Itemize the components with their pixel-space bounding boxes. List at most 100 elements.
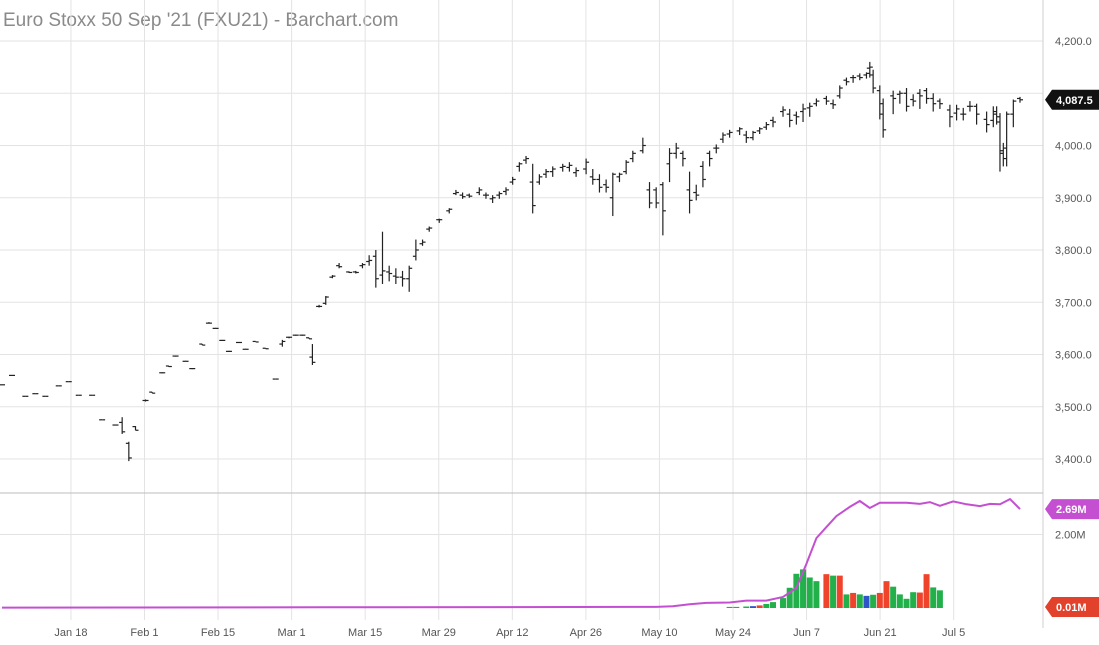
ohlc-bar bbox=[1003, 111, 1010, 167]
ohlc-bar bbox=[359, 263, 366, 269]
ohlc-bar bbox=[125, 441, 132, 462]
ohlc-bar bbox=[780, 106, 787, 117]
volume-bar bbox=[843, 594, 850, 608]
volume-bar bbox=[823, 574, 830, 608]
ohlc-bar bbox=[159, 372, 166, 374]
y-tick-label: 3,500.0 bbox=[1055, 402, 1092, 414]
ohlc-bar bbox=[823, 95, 830, 105]
open-interest-line bbox=[1, 497, 1021, 609]
ohlc-bar bbox=[452, 189, 459, 196]
ohlc-bar bbox=[459, 192, 466, 199]
open-interest-tag: 2.69M bbox=[1045, 499, 1099, 520]
ohlc-bar bbox=[242, 348, 249, 350]
ohlc-bar bbox=[946, 104, 953, 128]
ohlc-bar bbox=[876, 85, 883, 120]
ohlc-bar bbox=[983, 111, 990, 133]
last-price-tag: 4,087.5 bbox=[1045, 89, 1099, 110]
ohlc-bar bbox=[502, 187, 509, 196]
x-tick-label: Feb 15 bbox=[201, 627, 235, 639]
ohlc-bar bbox=[713, 144, 720, 154]
y-tick-label: 3,700.0 bbox=[1055, 297, 1092, 309]
volume-bar bbox=[883, 581, 890, 608]
volume-bar bbox=[936, 590, 943, 608]
ohlc-bar bbox=[316, 304, 323, 308]
ohlc-bar bbox=[235, 341, 242, 344]
ohlc-bar bbox=[346, 271, 353, 274]
ohlc-bar bbox=[653, 187, 660, 209]
ohlc-bar bbox=[489, 195, 496, 203]
ohlc-bar bbox=[299, 334, 306, 336]
ohlc-bar bbox=[629, 150, 636, 163]
ohlc-bar bbox=[336, 263, 343, 269]
ohlc-bar bbox=[419, 239, 426, 246]
ohlc-bar bbox=[856, 73, 863, 81]
x-tick-label: May 10 bbox=[641, 627, 677, 639]
volume-bar bbox=[903, 598, 910, 608]
ohlc-bar bbox=[719, 132, 726, 143]
ohlc-bar bbox=[800, 103, 807, 122]
ohlc-bar bbox=[686, 171, 693, 214]
grid-lines bbox=[0, 0, 1044, 628]
ohlc-bar bbox=[973, 103, 980, 125]
y-tick-label: 3,600.0 bbox=[1055, 350, 1092, 362]
volume-bar bbox=[916, 592, 923, 608]
y-tick-label: 4,000.0 bbox=[1055, 141, 1092, 153]
ohlc-bar bbox=[392, 268, 399, 284]
ohlc-bar bbox=[1010, 99, 1017, 128]
volume-bar bbox=[830, 575, 837, 608]
ohlc-bar bbox=[1000, 142, 1007, 167]
ohlc-bar bbox=[866, 61, 873, 78]
ohlc-bar bbox=[509, 176, 516, 185]
ohlc-bar bbox=[639, 137, 646, 154]
ohlc-bar bbox=[225, 350, 232, 352]
ohlc-bar bbox=[896, 90, 903, 104]
last-price-tag-shape bbox=[1045, 89, 1099, 110]
ohlc-bar bbox=[165, 365, 172, 368]
volume-bars bbox=[726, 569, 943, 608]
ohlc-bar bbox=[623, 160, 630, 175]
volume-bar bbox=[910, 592, 917, 608]
ohlc-bar bbox=[386, 265, 393, 282]
ohlc-bar bbox=[549, 166, 556, 177]
ohlc-bar bbox=[910, 94, 917, 107]
ohlc-bar bbox=[426, 226, 433, 232]
ohlc-bar bbox=[252, 340, 259, 343]
ohlc-bar bbox=[836, 85, 843, 99]
volume-bar bbox=[813, 581, 820, 608]
ohlc-bar bbox=[706, 150, 713, 167]
volume-bar bbox=[780, 598, 787, 608]
ohlc-bar bbox=[205, 322, 212, 324]
ohlc-bar bbox=[890, 90, 897, 115]
ohlc-bar bbox=[673, 142, 680, 159]
ohlc-bar bbox=[679, 150, 686, 167]
y-tick-label: 3,400.0 bbox=[1055, 454, 1092, 466]
ohlc-bar bbox=[436, 218, 443, 223]
ohlc-bar bbox=[496, 191, 503, 199]
ohlc-bar bbox=[559, 163, 566, 172]
ohlc-bar bbox=[306, 337, 313, 340]
ohlc-bar bbox=[786, 108, 793, 128]
ohlc-bar bbox=[936, 98, 943, 109]
ohlc-bar bbox=[543, 169, 550, 178]
ohlc-bar bbox=[262, 347, 269, 350]
ohlc-bar bbox=[529, 163, 536, 214]
ohlc-bar bbox=[930, 93, 937, 112]
x-tick-label: Mar 29 bbox=[422, 627, 456, 639]
ohlc-bar bbox=[412, 239, 419, 261]
ohlc-bar bbox=[616, 172, 623, 183]
ohlc-bar bbox=[536, 174, 543, 185]
chart-title: Euro Stoxx 50 Sep '21 (FXU21) - Barchart… bbox=[3, 10, 399, 31]
ohlc-bar bbox=[806, 102, 813, 117]
volume-bar bbox=[876, 592, 883, 608]
ohlc-bar bbox=[182, 360, 189, 362]
x-tick-label: Apr 12 bbox=[496, 627, 528, 639]
ohlc-bar bbox=[603, 179, 610, 193]
volume-bar bbox=[923, 574, 930, 608]
ohlc-bar bbox=[523, 155, 530, 164]
volume-tag-shape bbox=[1045, 597, 1099, 617]
y-tick-label: 4,200.0 bbox=[1055, 36, 1092, 48]
ohlc-bar bbox=[399, 270, 406, 287]
volume-bar bbox=[756, 605, 763, 608]
x-tick-label: Mar 1 bbox=[278, 627, 306, 639]
